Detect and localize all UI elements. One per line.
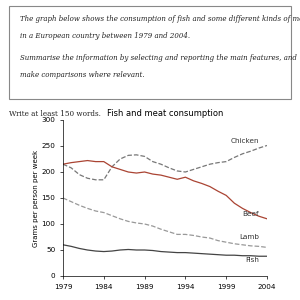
Text: The graph below shows the consumption of fish and some different kinds of meat: The graph below shows the consumption of… [20,15,300,23]
Text: make comparisons where relevant.: make comparisons where relevant. [20,71,145,79]
FancyBboxPatch shape [9,6,291,99]
Text: Chicken: Chicken [230,138,259,144]
Text: Summarise the information by selecting and reporting the main features, and: Summarise the information by selecting a… [20,54,297,62]
Text: Lamb: Lamb [239,234,259,240]
Y-axis label: Grams per person per week: Grams per person per week [33,149,39,247]
Text: Fish: Fish [245,257,259,263]
Title: Fish and meat consumption: Fish and meat consumption [107,109,223,118]
Text: Beef: Beef [242,211,259,217]
Text: Write at least 150 words.: Write at least 150 words. [9,110,101,118]
Text: in a European country between 1979 and 2004.: in a European country between 1979 and 2… [20,32,190,40]
